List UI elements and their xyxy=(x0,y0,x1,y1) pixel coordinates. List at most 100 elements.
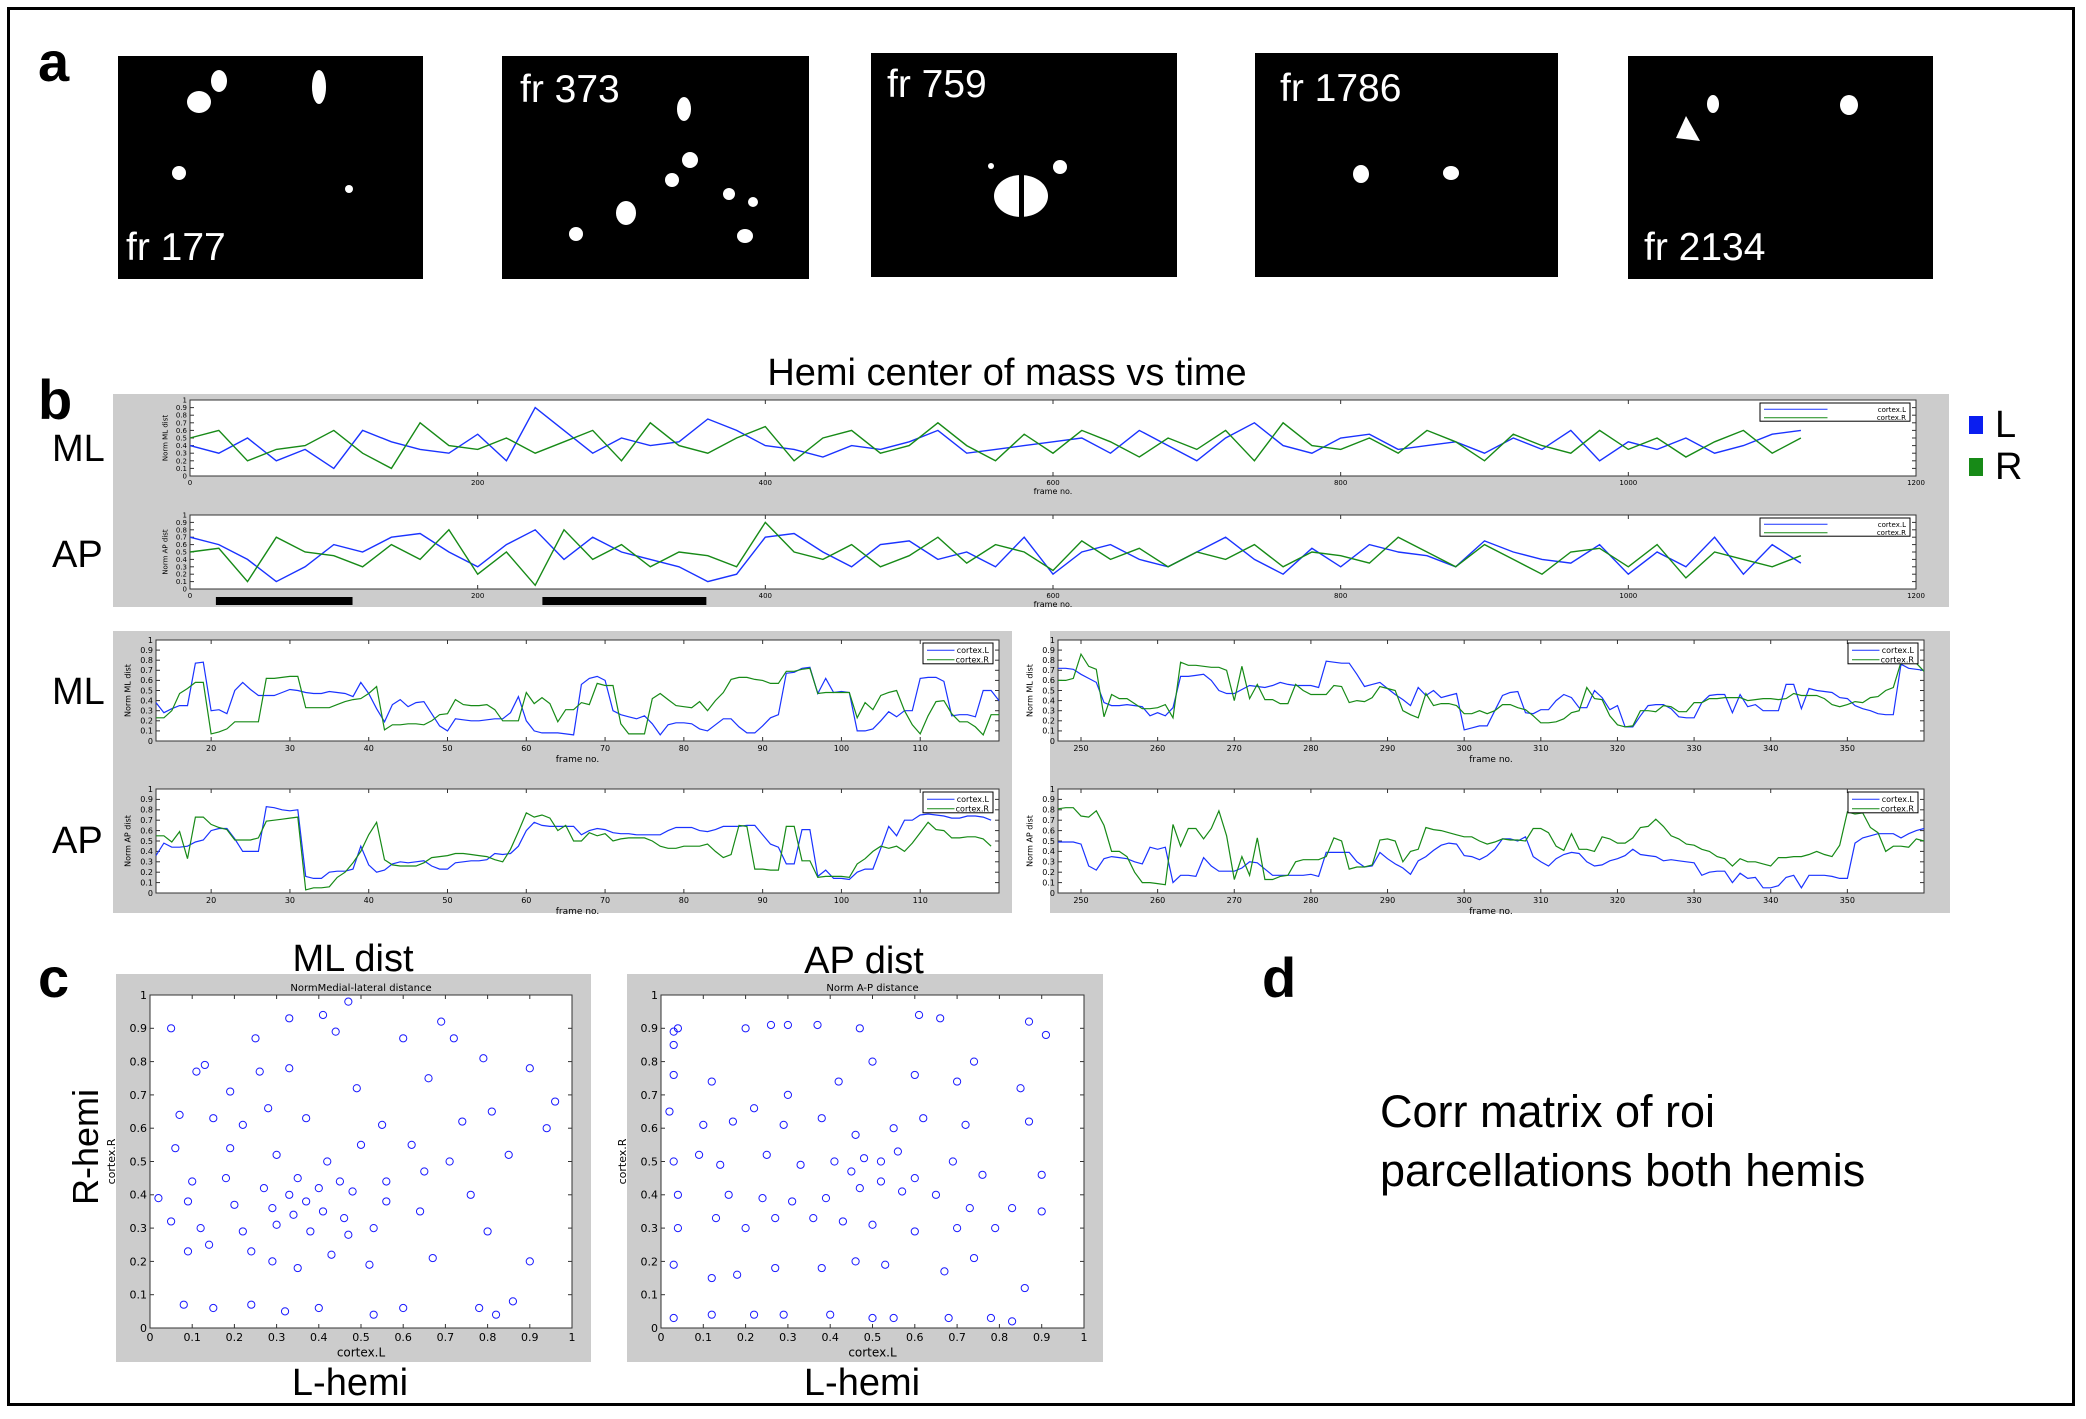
frame-label: fr 2134 xyxy=(1644,226,1766,269)
scatter-point xyxy=(876,1177,886,1186)
scatter-point xyxy=(183,1197,193,1206)
x-tick-label: 320 xyxy=(1610,744,1625,753)
scatter-point xyxy=(542,1124,551,1133)
y-axis-label: cortex.R xyxy=(616,1138,629,1184)
scatter-point xyxy=(226,1087,235,1096)
y-tick-label: 0.5 xyxy=(140,837,153,846)
x-tick-label: 0 xyxy=(658,1331,665,1344)
y-tick-label: 1 xyxy=(148,636,153,645)
legend-box xyxy=(922,642,994,665)
scatter-point xyxy=(893,1147,902,1156)
x-tick-label: 30 xyxy=(285,896,295,905)
y-tick-label: 0.7 xyxy=(1042,666,1055,675)
x-tick-label: 350 xyxy=(1840,744,1855,753)
x-tick-label: 0.5 xyxy=(352,1331,370,1344)
y-tick-label: 0.1 xyxy=(1042,878,1055,887)
x-tick-label: 260 xyxy=(1150,744,1165,753)
scatter-point xyxy=(356,1140,366,1149)
chart-z1_ap: 20 30 40 50 60 70 80 90 100 110 0 0.10.20.3 0.40.5 0.… xyxy=(123,785,1000,917)
scatter-point xyxy=(318,1207,328,1216)
y-tick-label: 0 xyxy=(1050,889,1055,898)
y-tick-label: 0.1 xyxy=(1042,727,1055,736)
x-tick-label: 50 xyxy=(442,744,452,753)
legend-label: cortex.L xyxy=(1878,521,1906,529)
y-tick-label: 0 xyxy=(140,1322,147,1335)
y-tick-label: 0.4 xyxy=(1042,847,1055,856)
y-tick-label: 0.3 xyxy=(1042,858,1055,867)
y-tick-label: 1 xyxy=(183,511,187,519)
scatter-point xyxy=(302,1114,311,1123)
scatter-point xyxy=(673,1224,683,1233)
scatter-point xyxy=(669,1070,678,1080)
chart-sc_ml: 0 0.1 0.2 0.3 0.4 0.5 0.6 0.7 0.8 0.9 1 0 0.1 0.2 0.3 0… xyxy=(105,983,576,1360)
x-tick-label: 30 xyxy=(285,744,295,753)
scatter-point xyxy=(919,1114,928,1123)
y-tick-label: 0.3 xyxy=(176,563,187,571)
scatter-point xyxy=(183,1247,193,1256)
x-tick-label: 0.9 xyxy=(521,1331,539,1344)
x-axis-label: cortex.L xyxy=(848,1346,897,1360)
y-tick-label: 0.3 xyxy=(176,450,187,458)
panel-label-b: b xyxy=(38,368,73,431)
l-hemi-label: L-hemi xyxy=(803,1362,921,1404)
scatter-point xyxy=(936,1014,945,1023)
plot-area xyxy=(1057,639,1925,742)
scatter-point xyxy=(280,1307,290,1316)
y-tick-label: 0.9 xyxy=(1042,795,1055,804)
x-tick-label: 600 xyxy=(1046,479,1059,487)
scatter-point xyxy=(889,1124,898,1133)
series-line-cortex-R xyxy=(156,667,999,736)
scatter-point xyxy=(859,1154,869,1163)
scatter-point xyxy=(268,1257,277,1266)
legend-label: cortex.R xyxy=(1877,414,1906,422)
y-tick-label: 0.2 xyxy=(1042,868,1055,877)
chart-z1_ml: 20 30 40 50 60 70 80 90 100 11000.10.20.30.40.50.… xyxy=(123,636,1000,765)
row-label-ap: AP xyxy=(52,534,103,576)
series-line-cortex-R xyxy=(156,812,992,891)
frame-image-5: fr 2134 xyxy=(1628,56,1933,279)
y-tick-label: 0.7 xyxy=(1042,816,1055,825)
legend-label: cortex.L xyxy=(957,646,990,655)
y-tick-label: 0.2 xyxy=(1042,717,1055,726)
scatter-point xyxy=(741,1224,750,1233)
scatter-point xyxy=(961,1120,970,1129)
scatter-point xyxy=(931,1190,941,1199)
series-line-cortex-L xyxy=(189,528,1802,583)
legend-label: cortex.R xyxy=(1881,805,1915,814)
plot-area xyxy=(1057,788,1925,894)
scatter-point xyxy=(771,1214,780,1223)
scatter-point xyxy=(247,1300,256,1309)
y-tick-label: 0 xyxy=(183,585,187,593)
x-tick-label: 600 xyxy=(1046,592,1059,600)
scatter-point xyxy=(344,997,353,1006)
scatter-point xyxy=(898,1187,907,1196)
x-tick-label: 320 xyxy=(1610,896,1625,905)
x-tick-label: 0.2 xyxy=(737,1331,755,1344)
scatter-point xyxy=(868,1057,877,1066)
l-hemi-label: L-hemi xyxy=(291,1362,409,1404)
x-tick-label: 0.5 xyxy=(864,1331,882,1344)
scatter-point xyxy=(669,1040,678,1050)
legend-box xyxy=(1847,791,1919,814)
scatter-point xyxy=(504,1150,513,1159)
x-axis-label: frame no. xyxy=(556,907,599,917)
legend-label: cortex.R xyxy=(956,805,990,814)
x-tick-label: 0.6 xyxy=(906,1331,924,1344)
x-tick-label: 0.4 xyxy=(310,1331,328,1344)
x-tick-label: 0.3 xyxy=(779,1331,797,1344)
y-tick-label: 1 xyxy=(148,785,153,794)
x-tick-label: 280 xyxy=(1303,896,1318,905)
panel-d-line-2: parcellations both hemis xyxy=(1380,1145,1866,1197)
x-axis-label: frame no. xyxy=(1469,907,1512,917)
x-tick-label: 300 xyxy=(1457,896,1472,905)
legend-label: cortex.R xyxy=(1877,529,1906,537)
scatter-point xyxy=(813,1020,822,1030)
y-axis-label: Norm ML dist xyxy=(162,415,170,462)
x-tick-label: 60 xyxy=(521,744,531,753)
x-tick-label: 0.1 xyxy=(183,1331,201,1344)
scatter-point xyxy=(247,1247,256,1256)
scatter-point xyxy=(969,1057,979,1066)
